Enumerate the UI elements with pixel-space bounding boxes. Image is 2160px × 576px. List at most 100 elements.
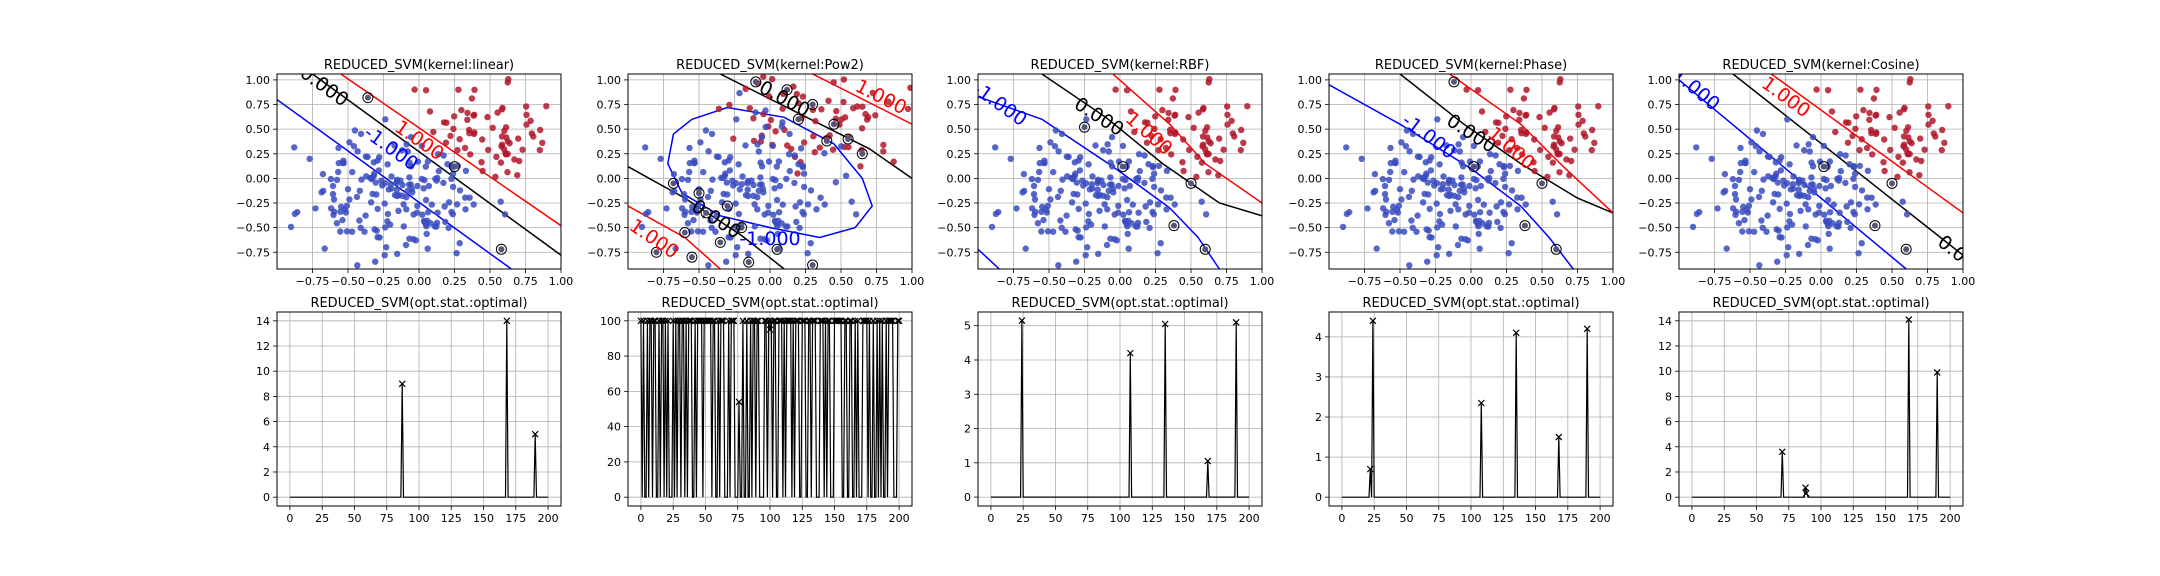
data-point — [1044, 228, 1052, 235]
y-tick-label: 12 — [1658, 340, 1672, 353]
y-tick-label: 10 — [1658, 365, 1672, 378]
data-point — [750, 115, 757, 122]
data-point — [1165, 116, 1172, 124]
data-point — [1125, 209, 1133, 216]
data-point — [1899, 159, 1907, 166]
data-point — [1523, 86, 1530, 94]
data-point — [718, 199, 726, 206]
data-point — [369, 190, 376, 198]
data-marker — [895, 317, 903, 325]
data-point — [291, 144, 298, 151]
y-tick-label: 1 — [964, 457, 971, 470]
data-point — [1847, 224, 1854, 232]
data-marker — [686, 317, 694, 325]
data-point — [645, 208, 652, 216]
data-point — [1373, 245, 1380, 252]
data-point — [1094, 186, 1101, 193]
data-point — [543, 103, 550, 110]
data-point — [374, 205, 381, 213]
data-point — [1379, 175, 1387, 183]
data-point — [1396, 186, 1404, 193]
data-point — [348, 228, 356, 235]
data-point — [786, 130, 793, 138]
data-point — [775, 217, 782, 224]
data-point — [1156, 86, 1163, 93]
data-point — [797, 145, 805, 152]
data-point — [862, 110, 869, 118]
data-point — [754, 194, 761, 201]
data-point — [388, 185, 395, 192]
data-point — [335, 159, 342, 167]
subplot-7: 0 25 50 75 100 125 150 175 200 0 20 40 60 80 100 REDUCE… — [600, 296, 913, 525]
data-point — [1501, 170, 1509, 177]
data-point — [1776, 157, 1783, 164]
data-point — [1152, 113, 1159, 120]
x-tick-label: 75 — [1432, 512, 1446, 525]
data-point — [479, 167, 486, 175]
series-line — [990, 320, 1250, 498]
data-point — [1146, 199, 1154, 206]
support-vector-marker — [807, 99, 819, 111]
data-point — [1689, 223, 1697, 231]
x-tick-label: 125 — [1843, 512, 1864, 525]
data-point — [857, 163, 864, 170]
data-point — [718, 174, 725, 182]
support-vector-point — [795, 116, 802, 123]
data-point — [779, 105, 786, 112]
data-point — [1802, 201, 1809, 208]
data-point — [773, 196, 781, 204]
data-point — [1891, 124, 1898, 131]
support-vector-marker — [1185, 177, 1197, 189]
data-point — [395, 191, 402, 199]
data-point — [527, 117, 534, 125]
data-point — [1536, 113, 1543, 121]
x-tick-label: 150 — [1525, 512, 1546, 525]
data-point — [1550, 141, 1558, 148]
data-point — [1435, 244, 1442, 251]
data-point — [1089, 173, 1096, 180]
data-point — [1155, 162, 1163, 170]
data-point — [1896, 109, 1903, 116]
data-point — [1545, 153, 1552, 160]
data-point — [832, 179, 839, 186]
data-point — [1022, 245, 1029, 252]
data-point — [470, 112, 477, 119]
data-point — [375, 167, 383, 174]
y-tick-label: −0.25 — [587, 197, 621, 210]
data-point — [1858, 187, 1866, 194]
data-point — [434, 209, 441, 216]
y-tick-label: −0.50 — [236, 222, 270, 235]
support-vector-point — [688, 254, 695, 261]
data-point — [1131, 128, 1138, 136]
data-point — [1506, 162, 1514, 170]
data-point — [788, 145, 795, 153]
data-point — [395, 207, 402, 214]
data-marker — [669, 317, 677, 325]
data-point — [1764, 212, 1771, 219]
data-point — [1778, 234, 1785, 241]
data-point — [1784, 224, 1791, 231]
data-point — [1148, 132, 1155, 140]
data-marker — [717, 317, 725, 325]
data-point — [1808, 174, 1815, 181]
data-point — [1886, 113, 1893, 121]
data-point — [1929, 117, 1936, 125]
contour-line — [1449, 74, 1613, 214]
data-point — [804, 201, 812, 208]
data-point — [1436, 218, 1443, 225]
data-point — [1508, 240, 1515, 247]
data-point — [1077, 234, 1084, 241]
y-tick-label: −0.75 — [1288, 246, 1322, 259]
data-point — [346, 139, 353, 146]
data-point — [1371, 170, 1379, 178]
x-tick-label: 50 — [1399, 512, 1413, 525]
data-point — [1240, 139, 1247, 146]
data-point — [1493, 203, 1500, 210]
chart-title: REDUCED_SVM(kernel:RBF) — [1031, 58, 1210, 73]
data-point — [1408, 217, 1415, 224]
chart-title: REDUCED_SVM(opt.stat.:optimal) — [310, 296, 527, 311]
x-tick-label: 1.00 — [1951, 275, 1976, 288]
data-point — [1827, 182, 1835, 190]
data-point — [425, 182, 433, 190]
